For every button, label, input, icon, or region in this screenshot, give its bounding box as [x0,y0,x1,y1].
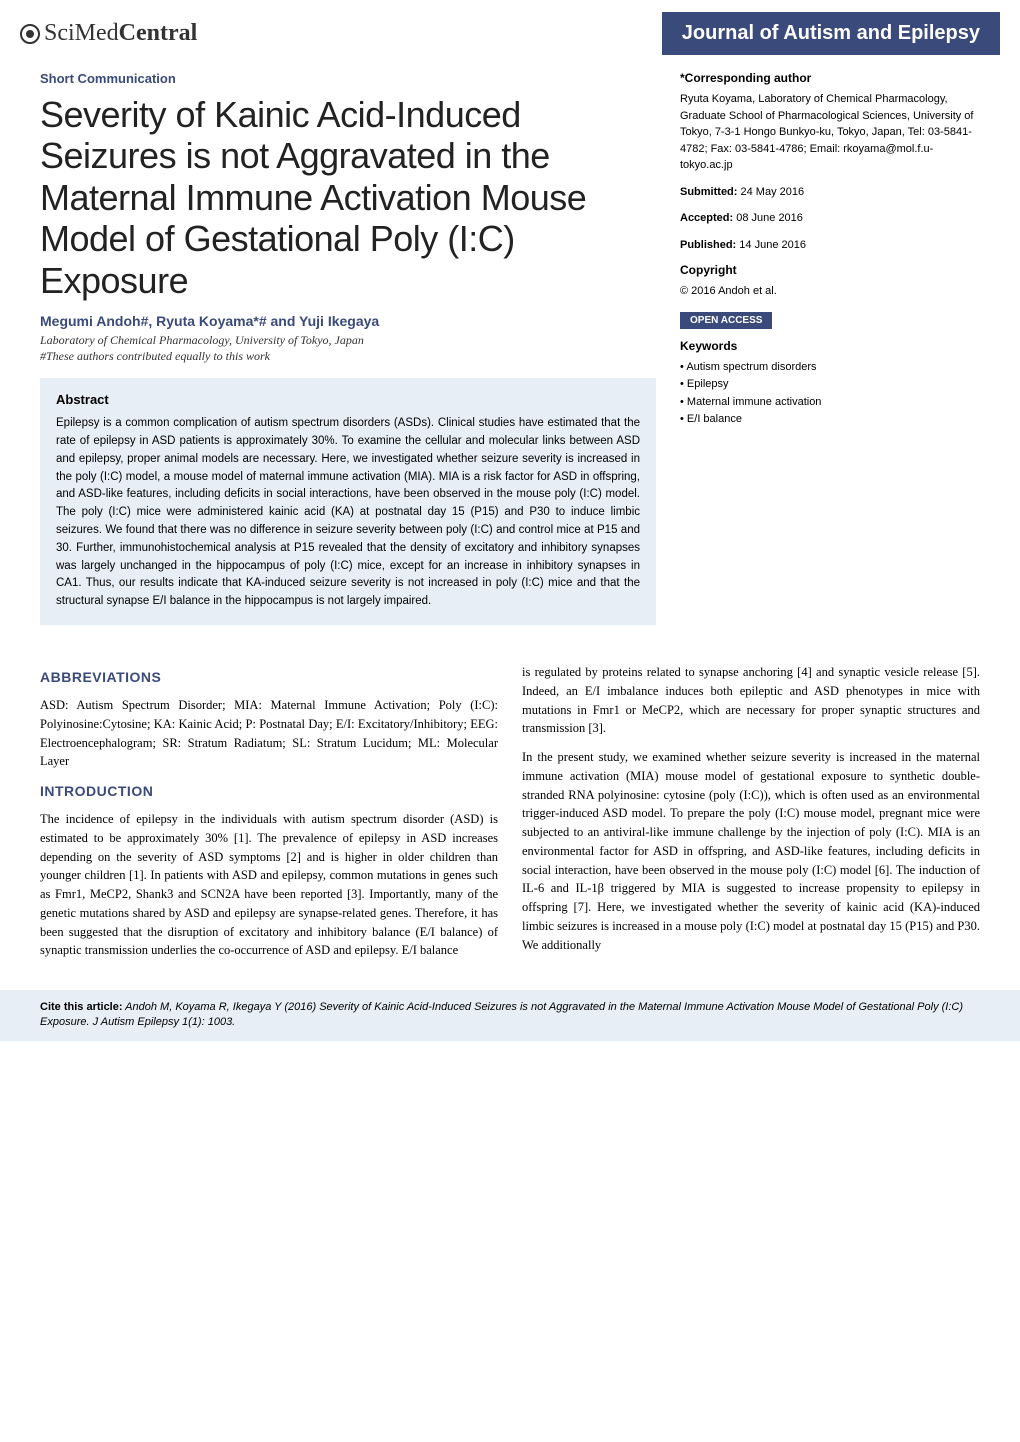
target-icon [20,24,40,44]
affiliation-line-2: #These authors contributed equally to th… [40,349,656,365]
body-right: is regulated by proteins related to syna… [522,663,980,970]
accepted-label: Accepted: [680,212,733,224]
abbreviations-text: ASD: Autism Spectrum Disorder; MIA: Mate… [40,696,498,771]
intro-paragraph-2: is regulated by proteins related to syna… [522,663,980,738]
citation-label: Cite this article: [40,1001,123,1013]
logo-suffix: Central [119,20,198,46]
keyword-item: E/I balance [680,411,980,429]
intro-paragraph-3: In the present study, we examined whethe… [522,748,980,954]
authors: Megumi Andoh#, Ryuta Koyama*# and Yuji I… [40,313,656,329]
keyword-item: Maternal immune activation [680,394,980,412]
keywords-list: Autism spectrum disorders Epilepsy Mater… [680,359,980,429]
abstract-heading: Abstract [56,392,640,407]
publisher-logo: SciMedCentral [20,20,197,47]
published-row: Published: 14 June 2016 [680,237,980,254]
open-access-badge: OPEN ACCESS [680,312,772,329]
abstract-box: Abstract Epilepsy is a common complicati… [40,378,656,625]
submitted-label: Submitted: [680,186,737,198]
article-title: Severity of Kainic Acid-Induced Seizures… [40,94,656,301]
corresponding-author-text: Ryuta Koyama, Laboratory of Chemical Pha… [680,91,980,174]
left-column: Short Communication Severity of Kainic A… [40,71,656,643]
accepted-row: Accepted: 08 June 2016 [680,210,980,227]
keywords-label: Keywords [680,339,980,353]
main-content: Short Communication Severity of Kainic A… [0,63,1020,663]
header-bar: SciMedCentral Journal of Autism and Epil… [0,0,1020,63]
citation-text: Andoh M, Koyama R, Ikegaya Y (2016) Seve… [40,1001,963,1028]
citation-bar: Cite this article: Andoh M, Koyama R, Ik… [0,990,1020,1041]
article-type: Short Communication [40,71,656,86]
affiliation: Laboratory of Chemical Pharmacology, Uni… [40,333,656,364]
body-columns: ABBREVIATIONS ASD: Autism Spectrum Disor… [0,663,1020,990]
copyright-label: Copyright [680,263,980,277]
abbreviations-heading: ABBREVIATIONS [40,667,498,688]
copyright-value: © 2016 Andoh et al. [680,283,980,300]
accepted-value: 08 June 2016 [733,212,803,224]
journal-name: Journal of Autism and Epilepsy [662,12,1000,55]
intro-paragraph-1: The incidence of epilepsy in the individ… [40,810,498,960]
affiliation-line-1: Laboratory of Chemical Pharmacology, Uni… [40,333,656,349]
body-left: ABBREVIATIONS ASD: Autism Spectrum Disor… [40,663,498,970]
submitted-value: 24 May 2016 [737,186,804,198]
abstract-text: Epilepsy is a common complication of aut… [56,415,640,611]
published-value: 14 June 2016 [736,239,806,251]
submitted-row: Submitted: 24 May 2016 [680,184,980,201]
metadata-sidebar: *Corresponding author Ryuta Koyama, Labo… [680,71,980,643]
logo-prefix: SciMed [44,20,119,46]
keyword-item: Epilepsy [680,376,980,394]
introduction-heading: INTRODUCTION [40,781,498,802]
corresponding-author-label: *Corresponding author [680,71,980,85]
published-label: Published: [680,239,736,251]
keyword-item: Autism spectrum disorders [680,359,980,377]
